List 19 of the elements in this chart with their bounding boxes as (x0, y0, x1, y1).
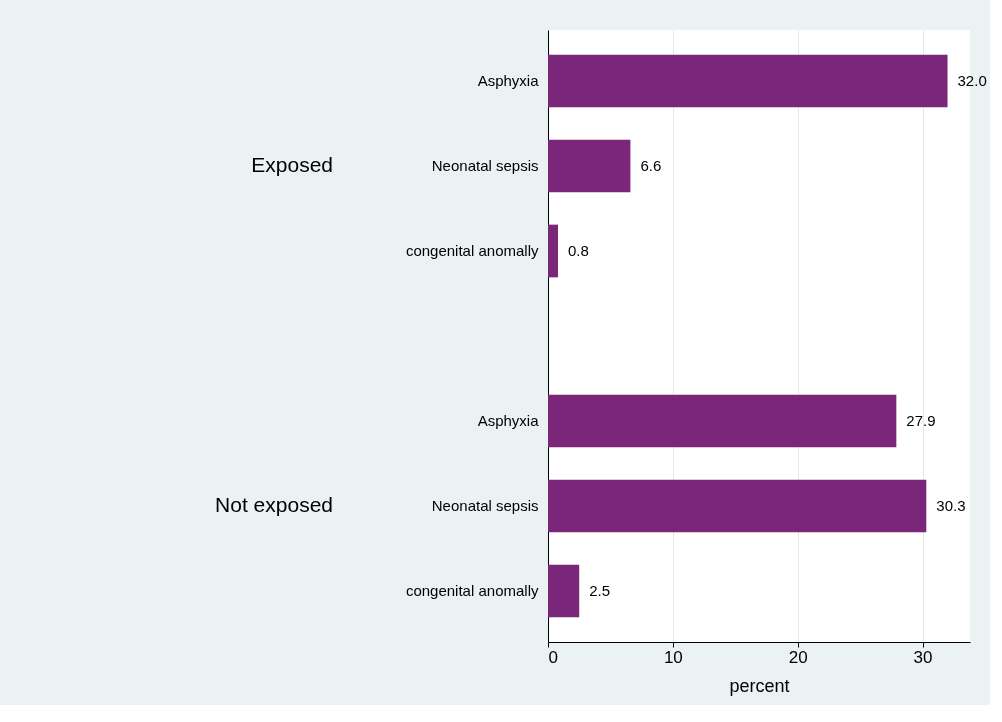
data-label: 32.0 (957, 72, 987, 89)
x-tick-label: 10 (663, 647, 683, 667)
data-label: 2.5 (589, 582, 611, 599)
y-tick-label: Neonatal sepsis (431, 497, 539, 514)
text: Not exposed (215, 493, 333, 516)
x-tick-label: 0 (548, 647, 558, 667)
data-label: 27.9 (906, 412, 936, 429)
text: Exposed (251, 153, 333, 176)
x-tick-label: 20 (788, 647, 808, 667)
data-label: 30.3 (936, 497, 966, 514)
y-tick-label: Neonatal sepsis (431, 157, 539, 174)
data-label: 0.8 (567, 242, 589, 259)
y-tick-label: Asphyxia (477, 412, 540, 429)
x-axis-title: percent (729, 675, 790, 696)
y-tick-label: Asphyxia (477, 72, 540, 89)
x-tick-label: 30 (913, 647, 933, 667)
y-tick-label: congenital anomally (405, 582, 539, 599)
data-label: 6.6 (640, 157, 662, 174)
y-tick-label: congenital anomally (405, 242, 539, 259)
